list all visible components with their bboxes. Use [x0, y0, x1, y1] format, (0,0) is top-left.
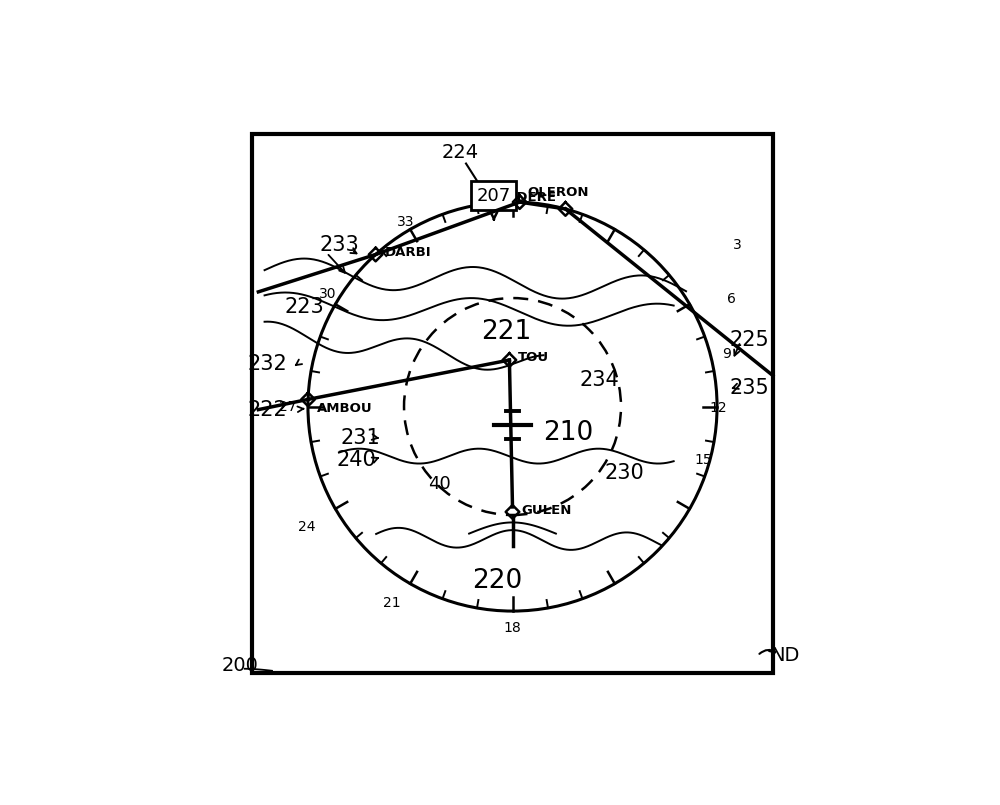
Text: 234: 234 [579, 370, 619, 390]
Text: 18: 18 [504, 621, 521, 635]
Text: 15: 15 [695, 453, 712, 468]
Text: ILDERE: ILDERE [504, 191, 557, 204]
Text: 9: 9 [722, 347, 731, 361]
Text: 235: 235 [729, 378, 769, 398]
Text: 30: 30 [319, 287, 337, 301]
Text: 207: 207 [477, 187, 511, 204]
Text: AMBOU: AMBOU [317, 402, 372, 415]
Text: 27: 27 [279, 399, 297, 414]
Text: 222: 222 [248, 399, 288, 419]
Text: OLERON: OLERON [528, 186, 589, 199]
Text: 24: 24 [298, 520, 315, 535]
Text: 3: 3 [733, 238, 741, 252]
FancyBboxPatch shape [252, 134, 773, 673]
Text: 232: 232 [248, 354, 288, 374]
Text: 233: 233 [319, 235, 359, 255]
Text: 21: 21 [383, 596, 400, 610]
Text: 240: 240 [336, 451, 376, 470]
Text: 224: 224 [441, 142, 478, 162]
Text: 6: 6 [727, 292, 736, 306]
Text: GULEN: GULEN [521, 504, 572, 517]
Text: DARBI: DARBI [384, 246, 431, 259]
Text: 223: 223 [285, 297, 325, 317]
Text: TOU: TOU [518, 351, 549, 364]
Text: 210: 210 [543, 419, 593, 445]
Text: 230: 230 [604, 463, 644, 483]
Text: ND: ND [771, 646, 800, 665]
Text: 225: 225 [729, 329, 769, 349]
Text: 220: 220 [472, 568, 522, 594]
Text: 200: 200 [221, 656, 258, 675]
Text: 231: 231 [341, 427, 381, 448]
Text: 12: 12 [709, 402, 727, 415]
Text: 221: 221 [481, 319, 531, 345]
Text: 33: 33 [397, 216, 415, 229]
Text: 40: 40 [428, 475, 451, 493]
